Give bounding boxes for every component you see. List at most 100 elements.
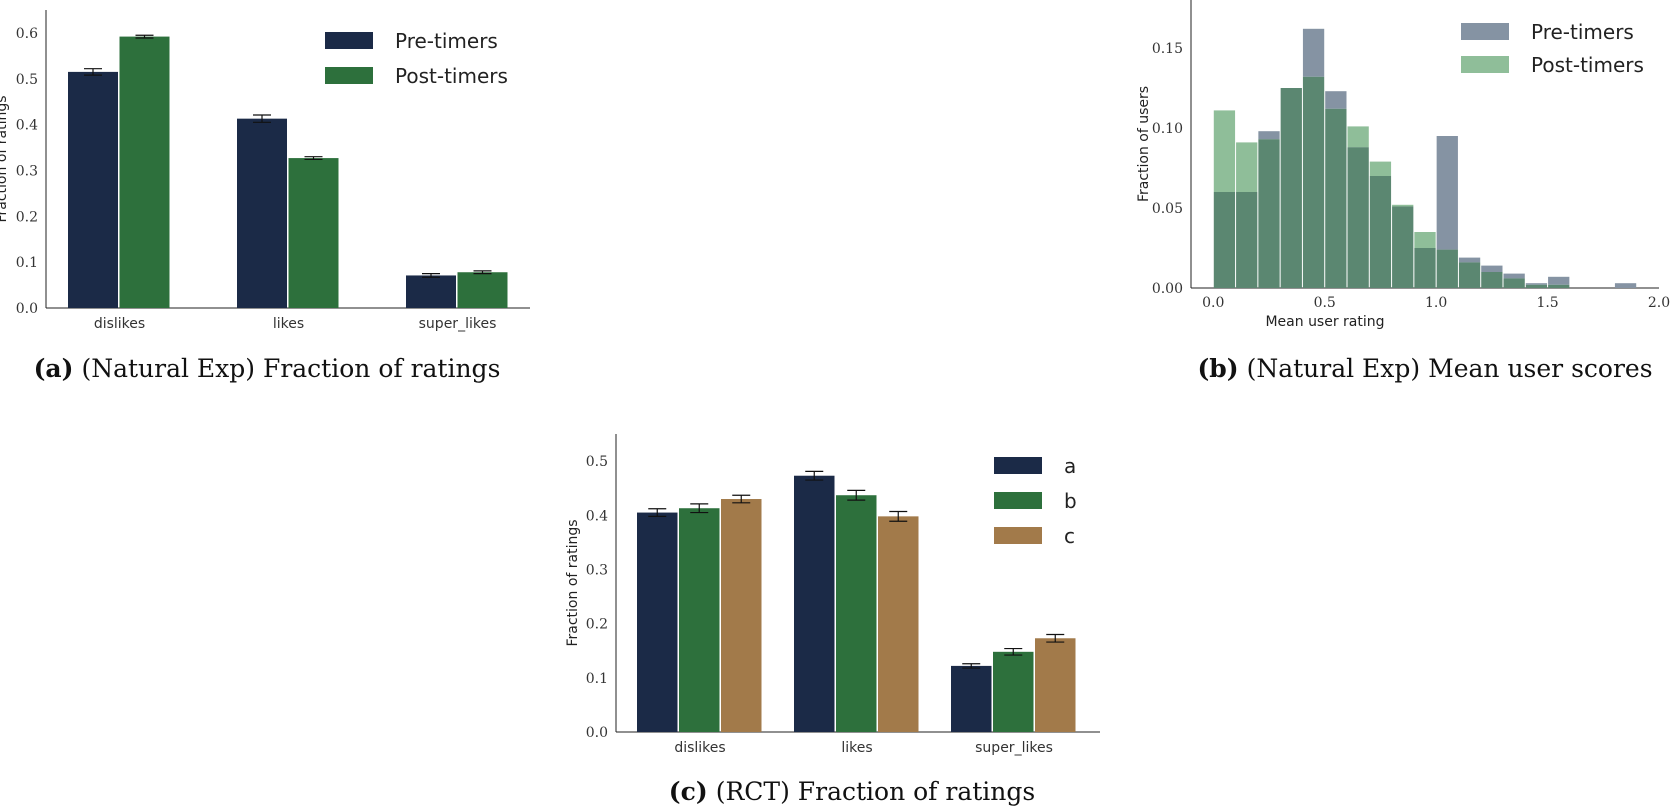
- hist-bar-post-timers: [1369, 161, 1392, 176]
- y-tick-label: 0.0: [586, 725, 608, 741]
- hist-bar-overlap: [1213, 192, 1236, 288]
- chart-c: 0.0 0.1 0.2 0.3 0.4 0.5 Fraction of ratings dis…: [565, 434, 1100, 806]
- legend-label: a: [1064, 454, 1076, 478]
- legend-swatch: [1461, 23, 1509, 40]
- hist-bar-pre-timers: [1325, 91, 1347, 109]
- hist-bar-overlap: [1436, 249, 1458, 288]
- hist-bar-pre-timers: [1436, 136, 1458, 250]
- y-tick-label: 0.00: [1152, 281, 1183, 297]
- caption-label: (c): [669, 777, 708, 806]
- hist-bar-post-timers: [1236, 142, 1258, 192]
- hist-bar-pre-timers: [1614, 283, 1637, 288]
- bar-super-likes-a: [951, 665, 992, 732]
- y-tick-label: 0.0: [16, 301, 38, 317]
- hist-bar-post-timers: [1347, 126, 1369, 148]
- y-tick-label: 0.2: [16, 209, 38, 225]
- caption-label: (b): [1197, 354, 1238, 383]
- y-tick-label: 0.05: [1152, 201, 1183, 217]
- x-tick-label: super_likes: [419, 316, 497, 332]
- hist-bar-pre-timers: [1548, 276, 1570, 285]
- hist-bar-pre-timers: [1481, 265, 1503, 272]
- caption: (c) (RCT) Fraction of ratings: [669, 777, 1035, 806]
- y-tick-label: 0.5: [586, 454, 608, 470]
- y-tick-label: 0.5: [16, 72, 38, 88]
- hist-bar-overlap: [1503, 278, 1525, 288]
- y-tick-label: 0.3: [16, 163, 38, 179]
- bar-dislikes-b: [679, 508, 720, 732]
- hist-bar-overlap: [1258, 139, 1280, 288]
- x-tick-label: 2.0: [1648, 295, 1670, 311]
- bar-likes-b: [836, 495, 877, 732]
- chart-b: 0.0 0.5 1.0 1.5 2.0 0.00 0.05 0.10 0.15 Mean user…: [1136, 0, 1670, 383]
- y-tick-label: 0.6: [16, 26, 38, 42]
- hist-bar-pre-timers: [1258, 131, 1280, 140]
- hist-bar-pre-timers: [1525, 283, 1548, 285]
- y-tick-label: 0.1: [586, 671, 608, 687]
- x-tick-label: 0.0: [1202, 295, 1224, 311]
- caption: (a) (Natural Exp) Fraction of ratings: [34, 354, 501, 383]
- x-tick-label: dislikes: [94, 316, 145, 332]
- hist-bar-post-timers: [1213, 110, 1236, 192]
- bar-super-likes-pre-timers: [406, 275, 456, 308]
- bar-dislikes-c: [721, 499, 762, 732]
- legend-label: Post-timers: [1531, 53, 1644, 77]
- bar-super-likes-c: [1035, 638, 1076, 732]
- hist-bar-pre-timers: [1302, 28, 1325, 77]
- y-tick-label: 0.10: [1152, 121, 1183, 137]
- x-axis-label: Mean user rating: [1265, 314, 1384, 330]
- hist-bar-overlap: [1325, 108, 1347, 288]
- hist-bar-overlap: [1458, 262, 1481, 288]
- x-tick-label: 0.5: [1314, 295, 1336, 311]
- y-axis-label: Fraction of ratings: [0, 95, 10, 222]
- x-tick-label: likes: [841, 740, 872, 756]
- bar-likes-pre-timers: [237, 118, 287, 308]
- hist-bar-overlap: [1548, 284, 1570, 288]
- x-tick-label: 1.5: [1536, 295, 1558, 311]
- legend-swatch: [994, 492, 1042, 509]
- legend-swatch: [1461, 56, 1509, 73]
- y-axis-label: Fraction of users: [1136, 86, 1152, 202]
- chart-a: 0.0 0.1 0.2 0.3 0.4 0.5 0.6 Fraction of ratings…: [0, 10, 530, 383]
- bar-dislikes-a: [637, 512, 678, 732]
- hist-bar-overlap: [1392, 206, 1414, 288]
- caption-text: (RCT) Fraction of ratings: [716, 777, 1036, 806]
- caption-text: (Natural Exp) Fraction of ratings: [81, 354, 500, 383]
- legend-label: c: [1064, 524, 1075, 548]
- legend-label: Pre-timers: [395, 29, 498, 53]
- y-tick-label: 0.2: [586, 617, 608, 633]
- caption-text: (Natural Exp) Mean user scores: [1247, 354, 1653, 383]
- y-axis-label: Fraction of ratings: [565, 519, 581, 646]
- x-tick-label: likes: [273, 316, 304, 332]
- legend-swatch: [994, 457, 1042, 474]
- y-tick-label: 0.15: [1152, 41, 1183, 57]
- y-tick-label: 0.4: [16, 118, 38, 134]
- hist-bar-overlap: [1414, 248, 1436, 288]
- bar-super-likes-post-timers: [457, 272, 508, 308]
- hist-bar-overlap: [1302, 76, 1325, 288]
- x-tick-label: super_likes: [975, 740, 1053, 756]
- bar-likes-post-timers: [288, 158, 339, 308]
- legend-label: b: [1064, 489, 1077, 513]
- hist-bar-overlap: [1236, 192, 1258, 288]
- hist-bar-pre-timers: [1503, 273, 1525, 279]
- hist-bar-post-timers: [1414, 232, 1436, 248]
- caption: (b) (Natural Exp) Mean user scores: [1197, 354, 1652, 383]
- caption-label: (a): [34, 354, 74, 383]
- legend-swatch: [325, 32, 373, 49]
- x-tick-label: 1.0: [1425, 295, 1447, 311]
- y-tick-label: 0.3: [586, 562, 608, 578]
- bar-super-likes-b: [993, 651, 1034, 732]
- legend-swatch: [325, 67, 373, 84]
- x-tick-label: dislikes: [674, 740, 725, 756]
- y-tick-label: 0.4: [586, 508, 608, 524]
- hist-bar-overlap: [1481, 272, 1503, 288]
- hist-bar-overlap: [1280, 88, 1302, 288]
- bar-dislikes-post-timers: [119, 36, 170, 309]
- hist-bar-overlap: [1347, 147, 1369, 288]
- bar-dislikes-pre-timers: [68, 71, 118, 309]
- bar-likes-a: [794, 475, 835, 732]
- hist-bar-pre-timers: [1458, 257, 1481, 263]
- hist-bar-post-timers: [1392, 204, 1414, 207]
- hist-bar-overlap: [1369, 176, 1392, 288]
